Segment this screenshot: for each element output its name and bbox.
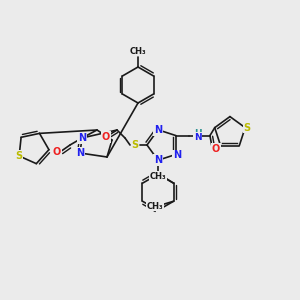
Text: CH₃: CH₃ <box>146 202 163 211</box>
Text: N: N <box>78 133 86 143</box>
Text: CH₃: CH₃ <box>130 46 146 56</box>
Text: O: O <box>102 132 110 142</box>
Text: S: S <box>16 151 23 161</box>
Text: N: N <box>194 133 202 142</box>
Text: O: O <box>212 144 220 154</box>
Text: S: S <box>244 123 251 133</box>
Text: H: H <box>194 129 202 138</box>
Text: N: N <box>76 148 84 158</box>
Text: N: N <box>154 125 162 135</box>
Text: S: S <box>131 140 139 150</box>
Text: N: N <box>173 150 181 161</box>
Text: CH₃: CH₃ <box>149 172 166 181</box>
Text: N: N <box>154 155 162 165</box>
Text: O: O <box>53 147 61 157</box>
